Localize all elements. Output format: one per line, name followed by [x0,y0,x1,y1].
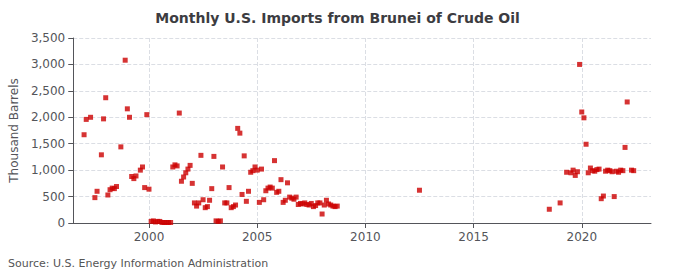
svg-text:Thousand Barrels: Thousand Barrels [7,78,21,183]
svg-text:Source: U.S. Energy Informatio: Source: U.S. Energy Information Administ… [8,257,268,270]
svg-text:2015: 2015 [458,230,489,244]
svg-text:1,000: 1,000 [31,163,65,177]
svg-text:2000: 2000 [134,230,165,244]
svg-text:0: 0 [58,216,66,230]
svg-text:3,000: 3,000 [31,57,65,71]
svg-text:2020: 2020 [566,230,597,244]
svg-text:2,500: 2,500 [31,84,65,98]
svg-text:2,000: 2,000 [31,110,65,124]
svg-text:2010: 2010 [350,230,381,244]
svg-text:2005: 2005 [242,230,273,244]
svg-text:Monthly U.S. Imports from Brun: Monthly U.S. Imports from Brunei of Crud… [155,10,520,26]
svg-text:500: 500 [42,190,65,204]
svg-text:1,500: 1,500 [31,137,65,151]
svg-text:3,500: 3,500 [31,31,65,45]
